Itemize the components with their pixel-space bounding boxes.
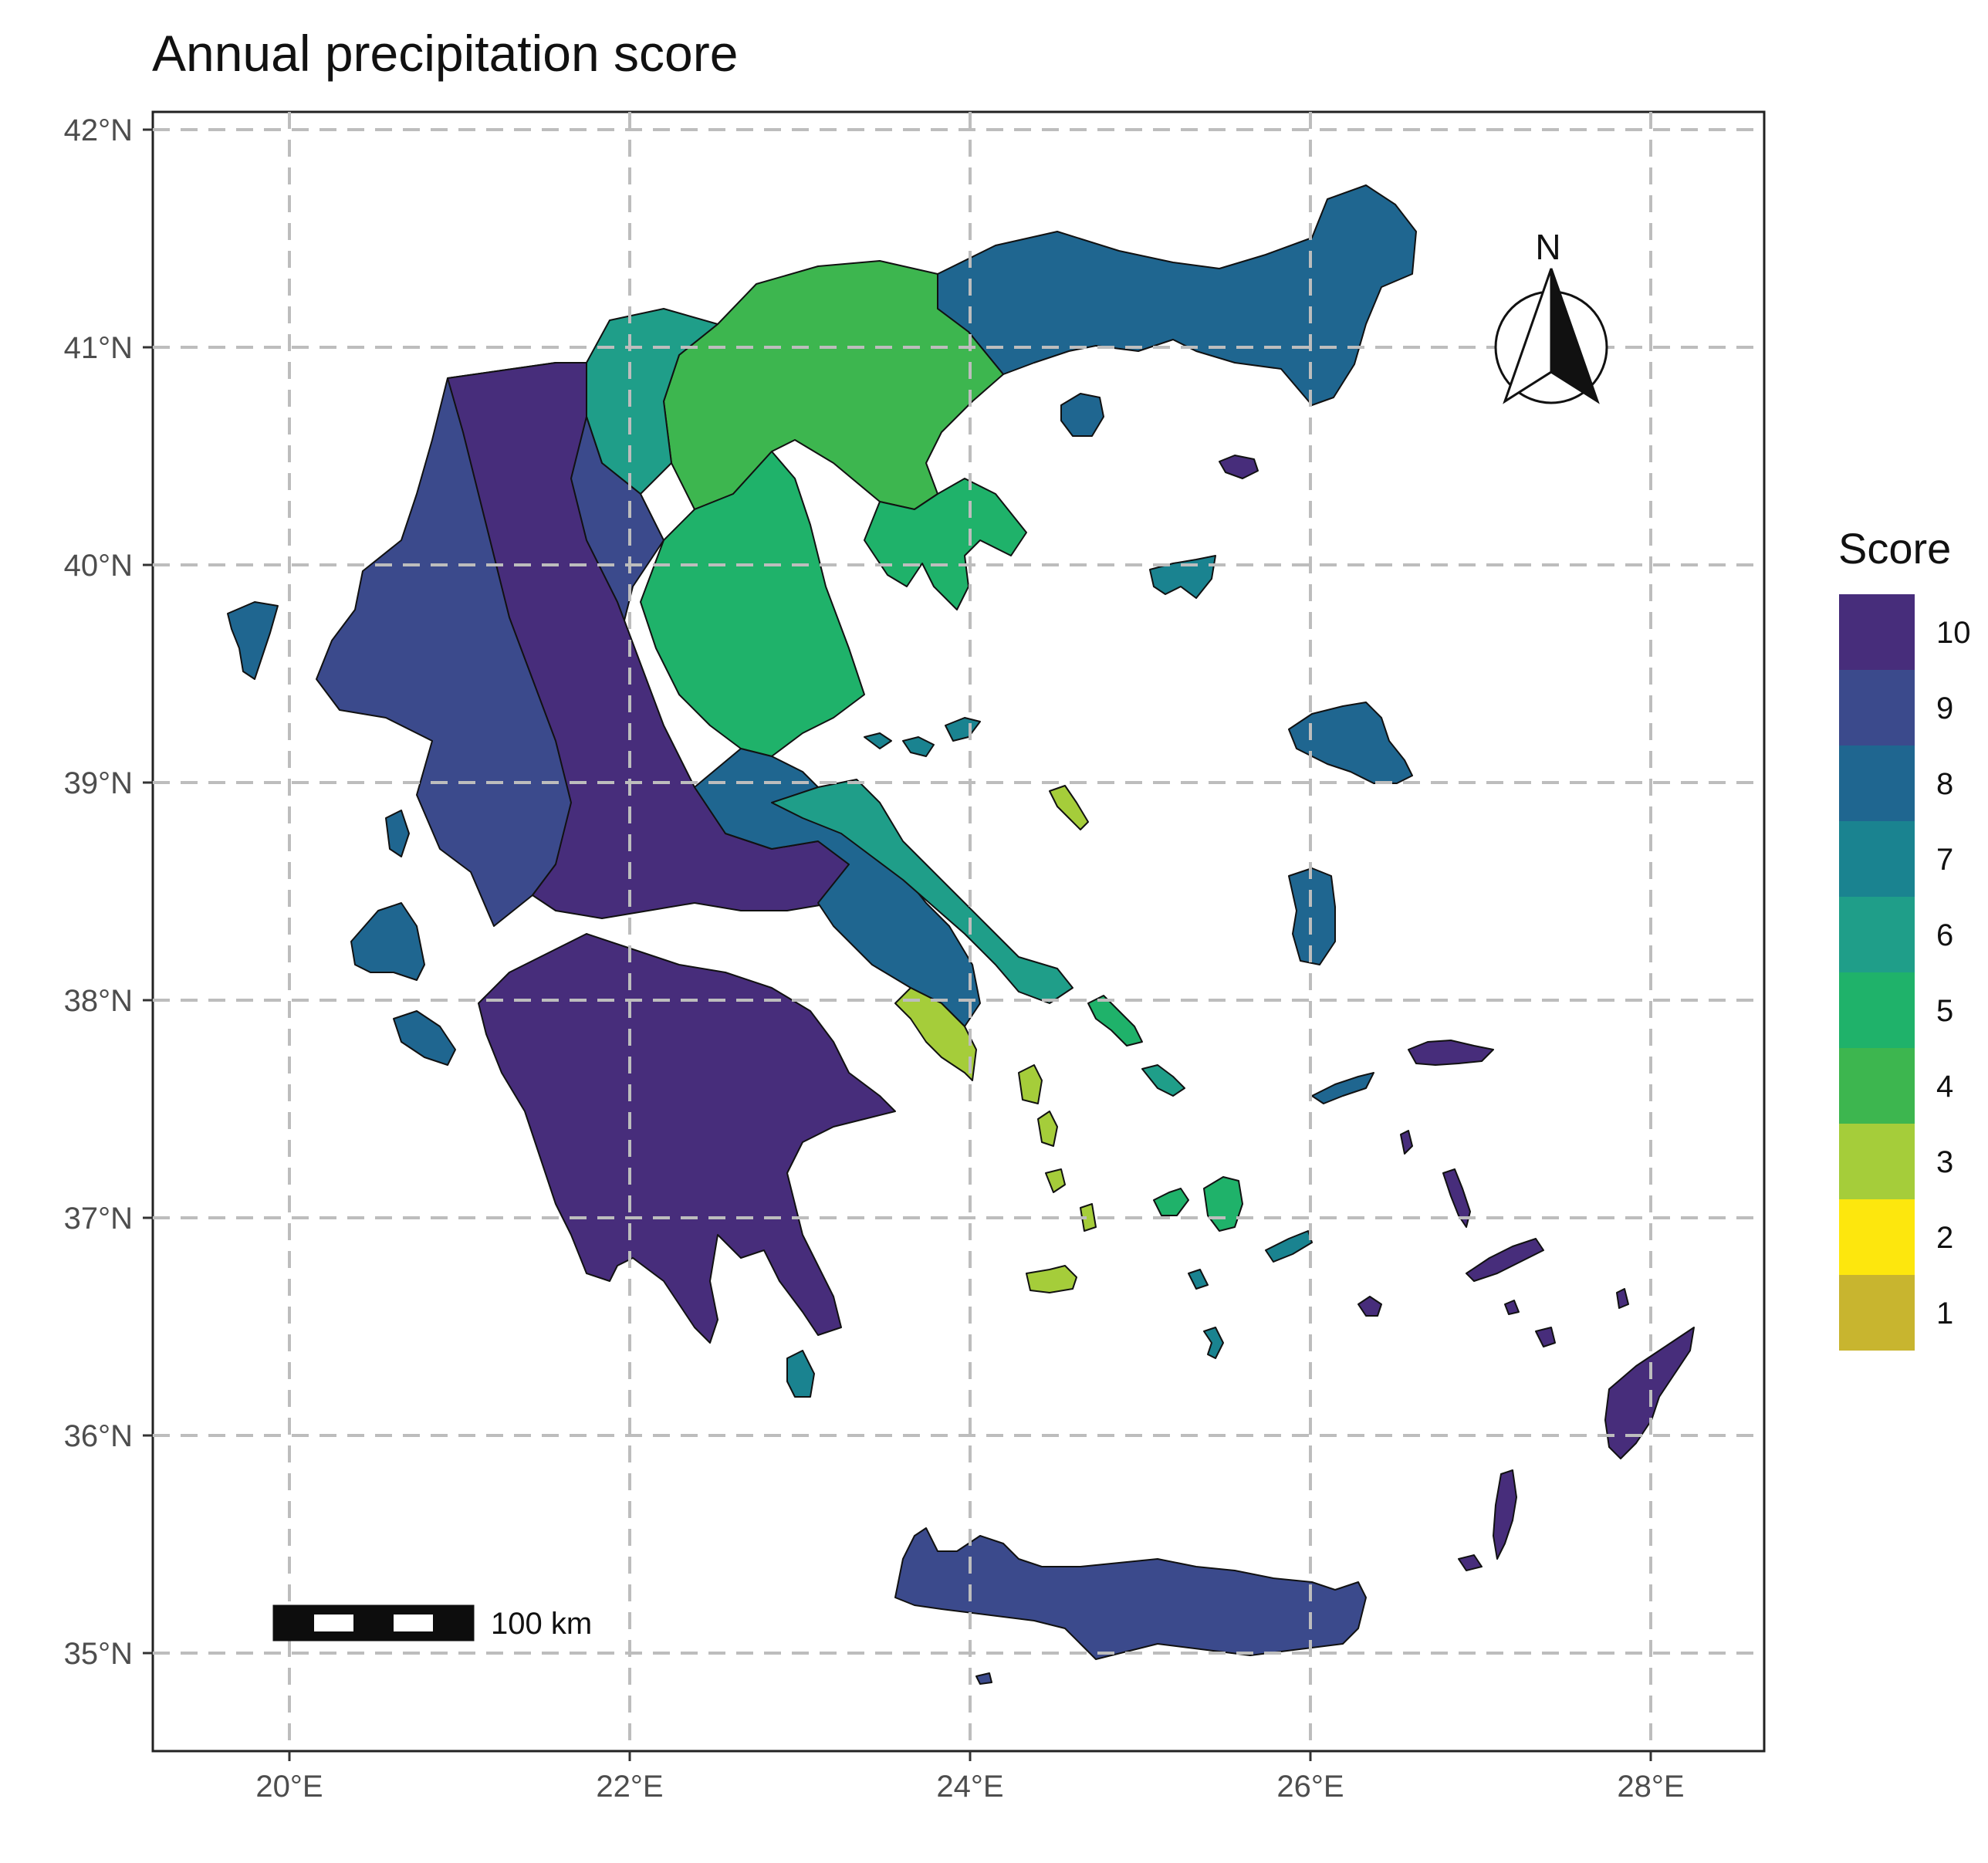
legend-key-label: 5	[1936, 994, 1953, 1028]
region-patmos	[1400, 1130, 1413, 1155]
region-gavdos	[975, 1672, 992, 1685]
region-thessaly	[640, 451, 865, 757]
axis-ticks	[143, 128, 1652, 1761]
north-arrow-icon: N	[1494, 227, 1608, 404]
legend: Score 10 9 8 7 6 5 4 3 2 1	[1838, 524, 1971, 1351]
region-sifnos	[1080, 1203, 1097, 1232]
y-tick-label: 39°N	[64, 766, 133, 800]
legend-key-swatch	[1839, 1048, 1915, 1124]
region-kasos	[1458, 1554, 1483, 1571]
region-kythnos	[1037, 1111, 1058, 1147]
legend-key-swatch	[1839, 1124, 1915, 1199]
map-title: Annual precipitation score	[152, 25, 738, 82]
y-tick-label: 40°N	[64, 549, 133, 583]
region-astypalaia	[1357, 1296, 1382, 1317]
legend-key-swatch	[1839, 670, 1915, 746]
region-kea	[1018, 1064, 1043, 1104]
x-axis-labels: 20°E 22°E 24°E 26°E 28°E	[255, 1770, 1684, 1804]
north-label: N	[1535, 227, 1560, 267]
region-ios	[1188, 1269, 1209, 1290]
x-tick-label: 28°E	[1617, 1770, 1684, 1804]
region-pindus	[447, 362, 850, 919]
region-lesvos	[1288, 702, 1413, 784]
region-kythira	[786, 1350, 815, 1398]
region-serifos	[1045, 1168, 1066, 1193]
legend-key-swatch	[1839, 972, 1915, 1048]
legend-keys: 10 9 8 7 6 5 4 3 2 1	[1839, 594, 1971, 1351]
region-karpathos	[1493, 1469, 1517, 1560]
legend-key-swatch	[1839, 594, 1915, 670]
region-thasos	[1060, 393, 1104, 437]
region-paros	[1153, 1188, 1189, 1216]
legend-key-swatch	[1839, 897, 1915, 972]
legend-key-label: 2	[1936, 1221, 1953, 1255]
y-tick-label: 37°N	[64, 1202, 133, 1236]
legend-title: Score	[1838, 524, 1951, 573]
legend-key-label: 10	[1936, 616, 1971, 650]
legend-key-swatch	[1839, 1199, 1915, 1275]
region-chalkidiki	[864, 478, 1027, 610]
region-nisyros	[1504, 1300, 1520, 1315]
region-milos	[1026, 1265, 1077, 1293]
region-zakynthos	[393, 1010, 456, 1066]
region-euboea	[771, 779, 1073, 1004]
region-kefalonia	[350, 902, 425, 981]
legend-key-label: 6	[1936, 918, 1953, 952]
x-tick-label: 24°E	[936, 1770, 1003, 1804]
region-corfu	[227, 601, 279, 680]
y-axis-labels: 42°N 41°N 40°N 39°N 38°N 37°N 36°N 35°N	[64, 113, 133, 1671]
region-attica	[894, 987, 977, 1081]
region-amorgos	[1265, 1230, 1313, 1263]
legend-key-label: 3	[1936, 1145, 1953, 1179]
graticule	[153, 112, 1764, 1751]
region-thrace	[937, 184, 1417, 406]
region-tilos	[1535, 1327, 1556, 1347]
land-layer	[227, 184, 1695, 1685]
scale-bar: 100 km	[272, 1604, 592, 1642]
region-symi	[1616, 1288, 1629, 1309]
y-tick-label: 41°N	[64, 331, 133, 365]
scale-bar-label: 100 km	[491, 1607, 592, 1641]
legend-key-label: 4	[1936, 1070, 1953, 1104]
x-tick-label: 26°E	[1276, 1770, 1344, 1804]
legend-key-label: 1	[1936, 1297, 1953, 1330]
region-peloponnese	[478, 933, 896, 1344]
y-tick-label: 35°N	[64, 1637, 133, 1671]
region-skyros	[1049, 785, 1089, 830]
legend-key-label: 9	[1936, 691, 1953, 725]
region-sporades	[864, 717, 981, 757]
region-chios	[1288, 867, 1336, 965]
legend-key-label: 7	[1936, 843, 1953, 877]
legend-key-label: 8	[1936, 767, 1953, 801]
legend-key-swatch	[1839, 1275, 1915, 1351]
region-samos	[1408, 1040, 1494, 1066]
y-tick-label: 42°N	[64, 113, 133, 147]
x-tick-label: 20°E	[255, 1770, 323, 1804]
region-samothraki	[1219, 455, 1259, 479]
legend-key-swatch	[1839, 821, 1915, 897]
region-santorini	[1203, 1327, 1224, 1359]
legend-key-swatch	[1839, 746, 1915, 821]
region-lefkada	[385, 810, 410, 857]
y-tick-label: 38°N	[64, 984, 133, 1018]
region-ikaria	[1311, 1072, 1374, 1104]
region-kos	[1466, 1238, 1544, 1282]
y-tick-label: 36°N	[64, 1419, 133, 1453]
region-tinos	[1141, 1064, 1185, 1097]
region-crete	[894, 1527, 1367, 1660]
x-tick-label: 22°E	[596, 1770, 663, 1804]
